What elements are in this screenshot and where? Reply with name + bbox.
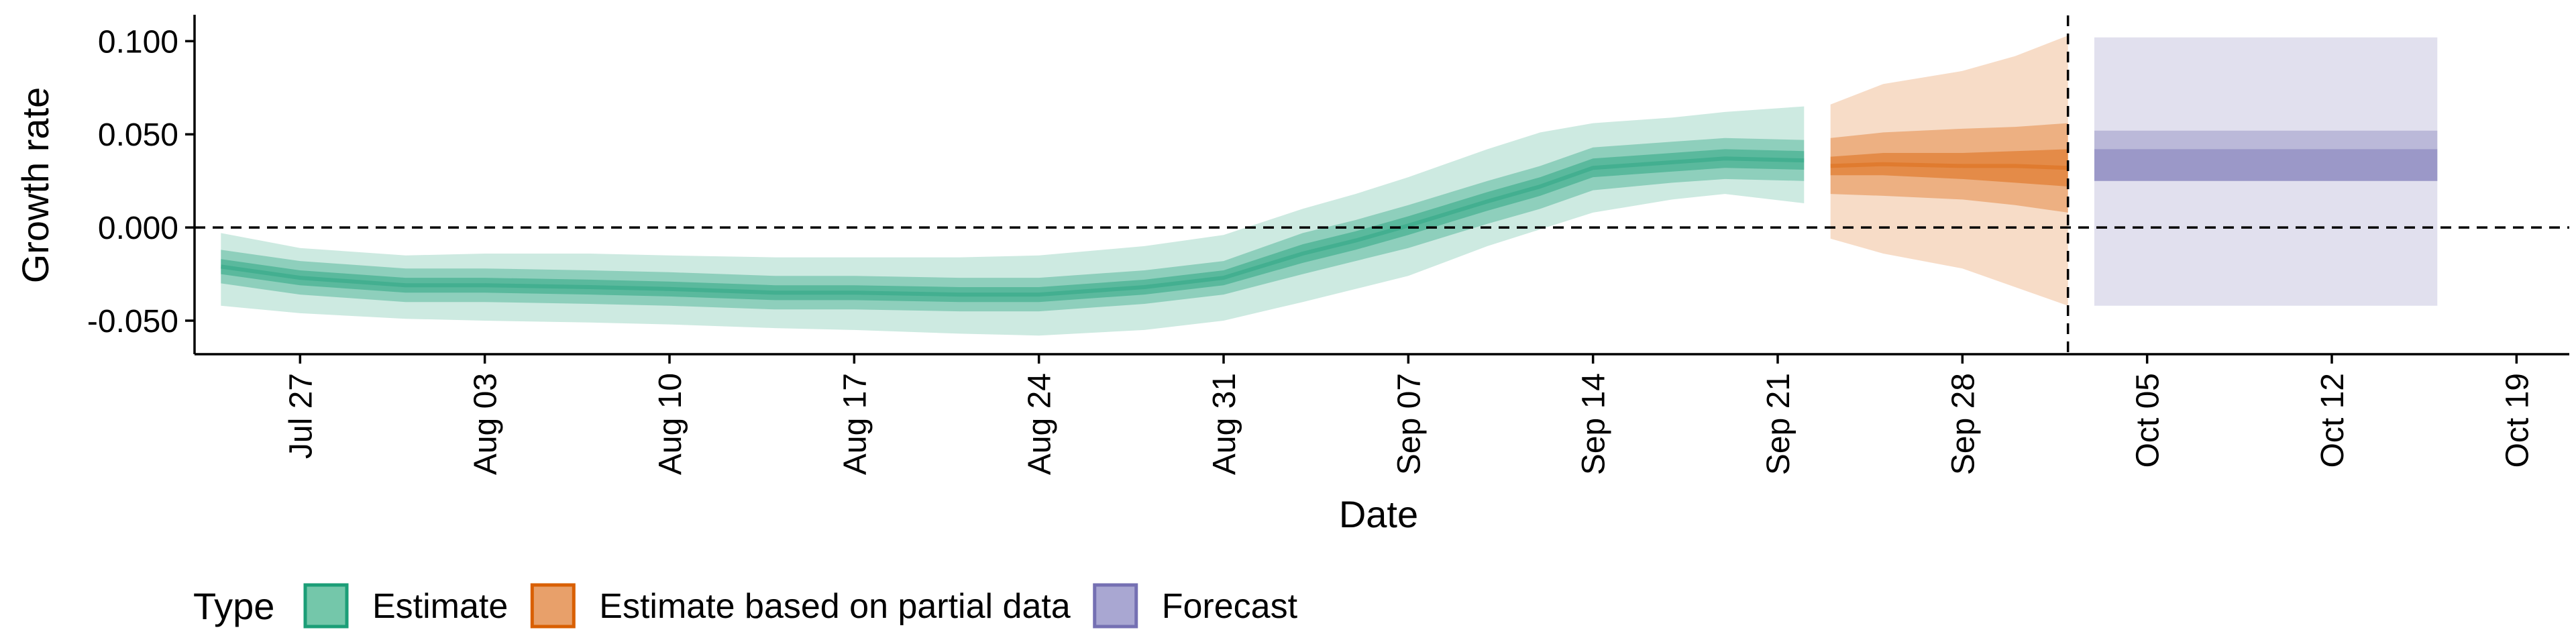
legend: Type Estimate Estimate based on partial da… — [193, 583, 1298, 629]
legend-swatch-1 — [530, 583, 576, 629]
median-line-series-1 — [1830, 162, 2068, 170]
legend-swatch-0 — [303, 583, 349, 629]
legend-label-2: Forecast — [1162, 587, 1298, 626]
x-tick-label: Sep 07 — [1391, 373, 1427, 475]
band-outer-series-1 — [1830, 36, 2068, 306]
reference-lines — [195, 15, 2569, 354]
y-tick-label: 0.100 — [98, 24, 178, 60]
x-axis-title: Date — [1339, 493, 1418, 535]
x-tick-label: Aug 17 — [837, 373, 873, 475]
band-inner-series-1 — [1830, 149, 2068, 186]
band-mid-series-0 — [221, 138, 1805, 312]
median-line-series-0 — [220, 156, 1805, 297]
legend-swatch-2 — [1093, 583, 1138, 629]
x-tick-label: Sep 21 — [1761, 373, 1796, 475]
x-tick-label: Oct 12 — [2315, 373, 2351, 468]
x-tick-label: Oct 19 — [2500, 373, 2535, 468]
ribbon-bands — [221, 36, 2438, 336]
y-tick-label: 0.050 — [98, 117, 178, 153]
x-tick-label: Aug 24 — [1022, 373, 1058, 475]
axis-labels: Date Growth rate — [14, 87, 1418, 535]
band-outer-series-0 — [221, 106, 1805, 336]
legend-title: Type — [193, 585, 274, 627]
axes: 0.100 0.050 0.000 -0.050 Jul 27 Aug 03 Aug 10 A… — [87, 15, 2569, 475]
x-tick-label: Jul 27 — [283, 373, 319, 459]
band-mid-series-1 — [1830, 123, 2068, 213]
y-tick-label: 0.000 — [98, 211, 178, 246]
band-outer-series-2 — [2094, 37, 2438, 306]
x-tick-label: Aug 03 — [468, 373, 504, 475]
y-axis-title: Growth rate — [14, 87, 56, 284]
legend-label-0: Estimate — [372, 587, 508, 626]
band-mid-series-2 — [2094, 130, 2438, 181]
x-tick-label: Sep 14 — [1576, 373, 1612, 475]
y-tick-label: -0.050 — [87, 304, 178, 339]
x-tick-label: Oct 05 — [2131, 373, 2166, 468]
x-tick-label: Aug 31 — [1207, 373, 1242, 475]
legend-label-1: Estimate based on partial data — [599, 587, 1071, 626]
x-tick-label: Aug 10 — [653, 373, 688, 475]
band-inner-series-0 — [221, 149, 1805, 303]
x-tick-label: Sep 28 — [1945, 373, 1981, 475]
band-inner-series-2 — [2094, 149, 2438, 181]
median-lines — [220, 156, 2068, 297]
